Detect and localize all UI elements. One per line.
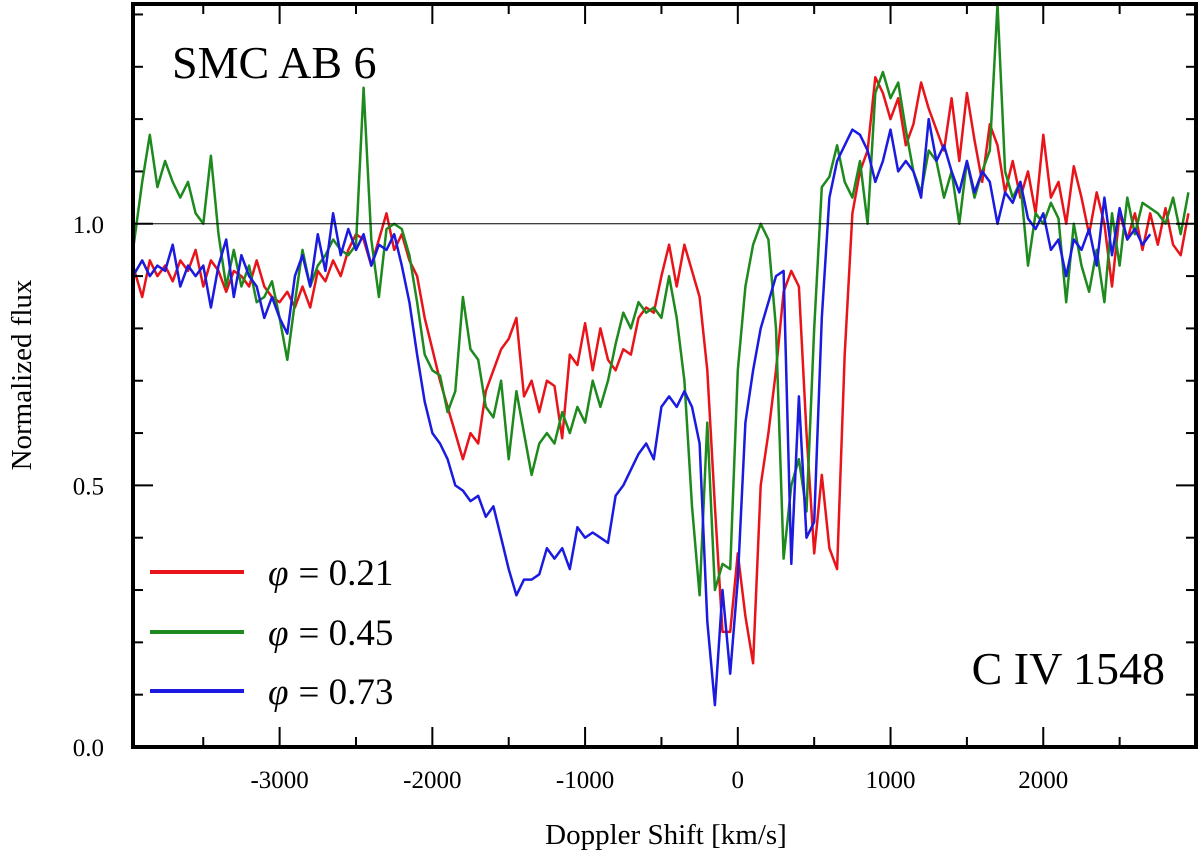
y-tick-label: 1.0 (73, 212, 104, 239)
y-axis-title: Normalized flux (6, 279, 38, 470)
legend-value-0: = 0.21 (298, 553, 393, 594)
x-tick-label: 1000 (866, 767, 916, 794)
tick-layer (133, 4, 1196, 748)
y-tick-label: 0.0 (73, 735, 104, 762)
legend-label-1: φ = 0.45 (268, 613, 393, 654)
x-axis-title: Doppler Shift [km/s] (545, 819, 787, 851)
target-annotation: SMC AB 6 (172, 37, 377, 88)
legend-value-1: = 0.45 (298, 613, 393, 654)
legend-symbol-0: φ (268, 553, 288, 594)
legend-symbol-2: φ (268, 672, 288, 713)
series-line-2 (133, 117, 1152, 707)
x-tick-label: 0 (732, 767, 745, 794)
legend-label-2: φ = 0.73 (268, 672, 393, 713)
line-annotation: C IV 1548 (972, 643, 1165, 694)
y-tick-label: 0.5 (73, 473, 104, 500)
legend-value-2: = 0.73 (298, 672, 393, 713)
legend-symbol-1: φ (268, 613, 288, 654)
x-tick-label: 2000 (1018, 767, 1068, 794)
label-layer: -3000 -2000 -1000 0 1000 2000 0.0 0.5 1.0 (73, 212, 1069, 794)
plot-frame (131, 2, 1198, 749)
series-layer (133, 4, 1190, 707)
x-tick-label: -3000 (250, 767, 308, 794)
x-tick-label: -2000 (403, 767, 461, 794)
series-line-0 (133, 76, 1190, 665)
x-tick-label: -1000 (556, 767, 614, 794)
legend: φ = 0.21 φ = 0.45 φ = 0.73 (150, 553, 393, 713)
legend-label-0: φ = 0.21 (268, 553, 393, 594)
